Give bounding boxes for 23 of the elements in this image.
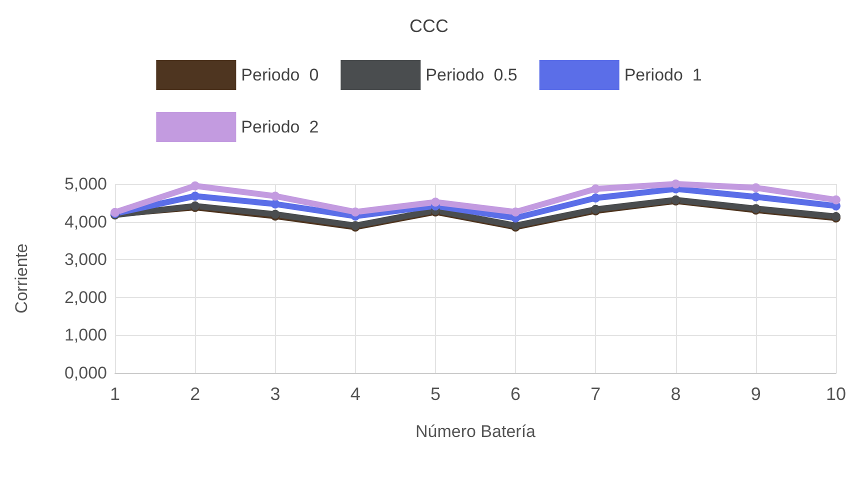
legend-label: Periodo 0 xyxy=(241,66,319,84)
chart-title: CCC xyxy=(410,16,448,36)
x-tick-label: 5 xyxy=(430,384,440,404)
x-tick-label: 1 xyxy=(110,384,120,404)
y-tick-label: 2,000 xyxy=(64,288,107,307)
y-tick-label: 0,000 xyxy=(64,364,107,382)
y-tick-label: 4,000 xyxy=(64,212,107,232)
x-axis-title: Número Batería xyxy=(416,422,536,441)
legend-label: Periodo 1 xyxy=(624,66,702,84)
x-tick-label: 2 xyxy=(190,384,200,404)
x-tick-label: 8 xyxy=(670,384,681,404)
x-tick-label: 6 xyxy=(510,384,521,404)
y-tick-label: 5,000 xyxy=(64,174,107,194)
x-tick-label: 10 xyxy=(826,384,846,404)
x-tick-label: 3 xyxy=(270,384,280,404)
y-tick-label: 1,000 xyxy=(64,326,107,345)
legend-label: Periodo 0.5 xyxy=(426,66,518,84)
y-tick-label: 3,000 xyxy=(64,250,107,270)
x-tick-label: 4 xyxy=(350,384,360,404)
y-axis-title: Corriente xyxy=(12,244,31,314)
legend-label: Periodo 2 xyxy=(241,118,319,136)
x-tick-label: 7 xyxy=(590,384,601,404)
x-tick-label: 9 xyxy=(750,384,761,404)
